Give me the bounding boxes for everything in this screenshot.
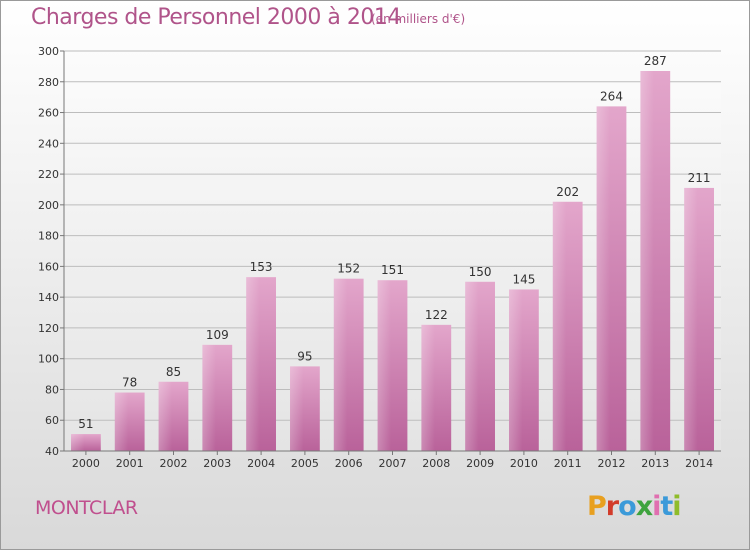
axes: 40 60 80 100 120 140 160 180 200 220 240 260 280 300 2… xyxy=(38,45,721,470)
bar-value-label: 122 xyxy=(425,308,448,322)
bar-highlight xyxy=(333,278,348,451)
logo-letter: P xyxy=(587,491,607,522)
y-tick-label: 60 xyxy=(45,414,59,427)
bar-highlight xyxy=(552,201,567,451)
bars: 51 78 85 109 153 95 152 151 122 150 145 202 264 287 21… xyxy=(71,54,714,451)
y-tick-label: 200 xyxy=(38,199,59,212)
chart-subtitle: (en milliers d'€) xyxy=(371,12,466,26)
x-tick-label: 2011 xyxy=(554,457,582,470)
x-tick-label: 2013 xyxy=(641,457,669,470)
y-tick-label: 300 xyxy=(38,45,59,58)
chart-title: Charges de Personnel 2000 à 2014 xyxy=(31,5,401,30)
y-tick-label: 40 xyxy=(45,445,59,458)
bar-value-label: 150 xyxy=(469,265,492,279)
logo-letter: i xyxy=(652,491,661,522)
x-tick-label: 2004 xyxy=(247,457,275,470)
logo-letter: x xyxy=(635,491,653,522)
x-tick-label: 2000 xyxy=(72,457,100,470)
bar-value-label: 109 xyxy=(206,328,229,342)
bar-value-label: 211 xyxy=(688,171,711,185)
x-tick-label: 2006 xyxy=(335,457,363,470)
bar-value-label: 85 xyxy=(166,365,181,379)
bar-value-label: 264 xyxy=(600,89,623,103)
bar-highlight xyxy=(158,381,173,451)
x-tick-label: 2012 xyxy=(598,457,626,470)
bar-highlight xyxy=(684,187,698,451)
y-tick-label: 240 xyxy=(38,137,59,150)
bar-highlight xyxy=(465,281,479,451)
bar-value-label: 202 xyxy=(556,185,579,199)
x-tick-label: 2014 xyxy=(685,457,713,470)
bar-highlight xyxy=(71,434,85,451)
x-tick-label: 2009 xyxy=(466,457,494,470)
y-tick-label: 160 xyxy=(38,260,59,273)
y-tick-label: 180 xyxy=(38,230,59,243)
x-tick-label: 2008 xyxy=(422,457,450,470)
bar-highlight xyxy=(202,344,216,451)
bar-value-label: 152 xyxy=(337,262,360,276)
y-tick-label: 100 xyxy=(38,353,59,366)
bar-highlight xyxy=(114,392,129,451)
bar-value-label: 95 xyxy=(297,349,312,363)
bar-highlight xyxy=(421,324,435,451)
bar-highlight xyxy=(290,366,304,451)
x-tick-label: 2003 xyxy=(203,457,231,470)
proxiti-logo: Proxiti xyxy=(587,491,682,522)
bar-value-label: 51 xyxy=(78,417,93,431)
bar-value-label: 151 xyxy=(381,263,404,277)
bar-value-label: 153 xyxy=(250,260,273,274)
y-tick-label: 80 xyxy=(45,383,59,396)
bar-highlight xyxy=(509,289,523,451)
logo-letter: t xyxy=(660,491,673,522)
bar-value-label: 78 xyxy=(122,376,137,390)
y-tick-label: 120 xyxy=(38,322,59,335)
bar-highlight xyxy=(246,277,260,451)
logo-letter: r xyxy=(605,491,619,522)
logo-letter: i xyxy=(672,491,681,522)
bar-highlight xyxy=(596,106,611,451)
x-tick-label: 2010 xyxy=(510,457,538,470)
x-tick-label: 2002 xyxy=(160,457,188,470)
x-tick-label: 2001 xyxy=(116,457,144,470)
y-tick-label: 260 xyxy=(38,107,59,120)
y-tick-label: 140 xyxy=(38,291,59,304)
commune-name: MONTCLAR xyxy=(35,497,138,519)
y-tick-label: 220 xyxy=(38,168,59,181)
bar-value-label: 287 xyxy=(644,54,667,68)
bar-value-label: 145 xyxy=(512,272,535,286)
x-tick-label: 2005 xyxy=(291,457,319,470)
logo-letter: o xyxy=(618,491,637,522)
y-tick-label: 280 xyxy=(38,76,59,89)
bar-highlight xyxy=(377,280,392,451)
x-tick-label: 2007 xyxy=(379,457,407,470)
bar-highlight xyxy=(640,71,654,451)
